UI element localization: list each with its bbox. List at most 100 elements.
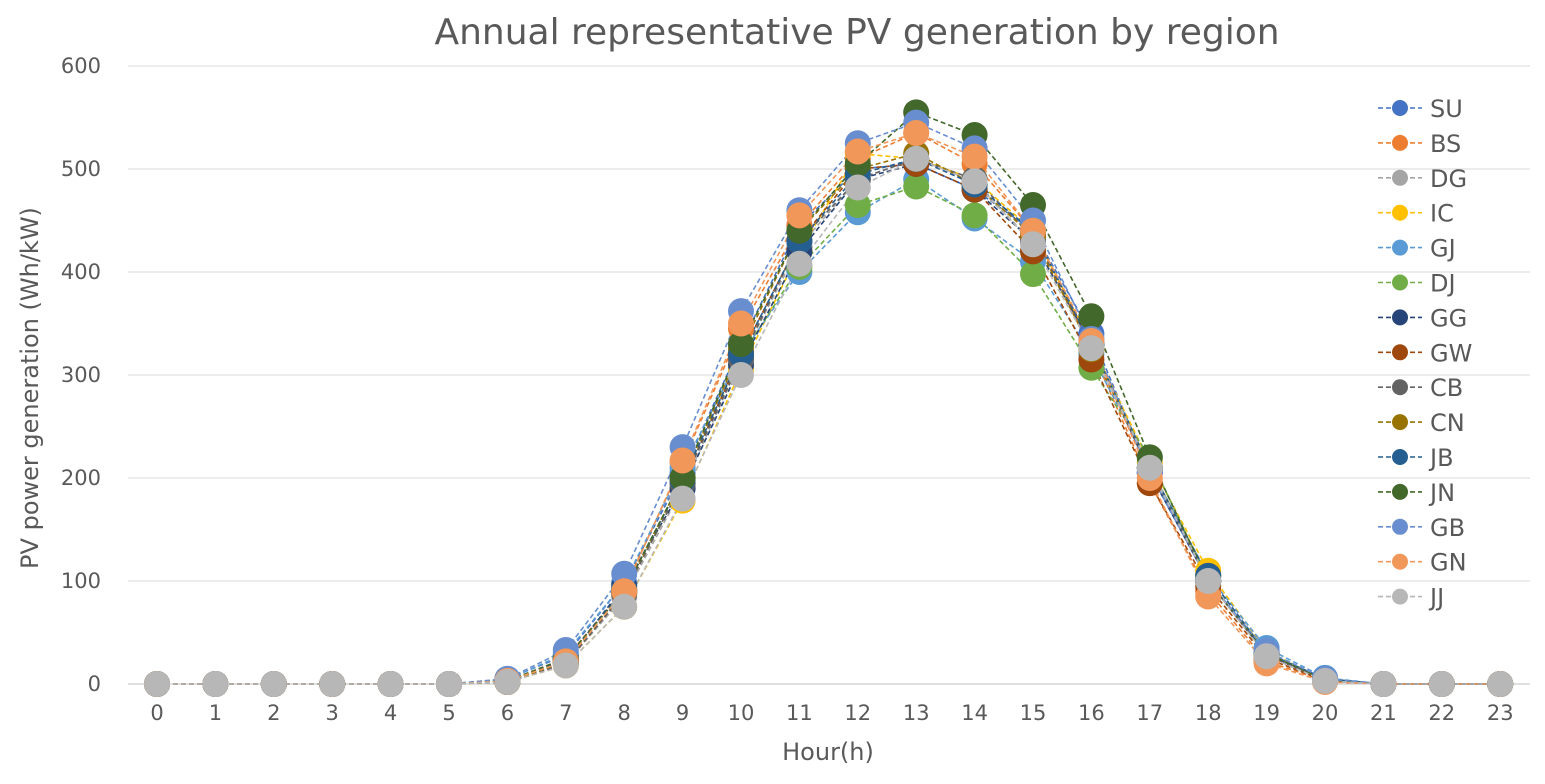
series-line-jj [157, 157, 1501, 685]
data-point [319, 671, 346, 697]
legend-marker [1392, 309, 1408, 326]
data-point [202, 671, 229, 697]
x-tick-label: 11 [786, 701, 813, 725]
legend-marker [1392, 169, 1408, 186]
y-tick-label: 300 [61, 363, 101, 387]
series-markers-cb [144, 145, 1514, 697]
y-tick-label: 0 [88, 672, 101, 696]
legend-label: CN [1430, 409, 1465, 437]
legend-item-gb: GB [1378, 514, 1465, 542]
series-line-cn [157, 152, 1501, 685]
legend-item-bs: BS [1378, 130, 1461, 158]
legend-marker [1392, 100, 1408, 116]
y-tick-label: 100 [61, 569, 101, 593]
data-point [903, 173, 930, 200]
x-tick-label: 7 [559, 701, 572, 725]
data-point [1428, 671, 1455, 697]
data-point [1020, 231, 1046, 258]
series-line-ic [157, 152, 1501, 685]
data-point [552, 652, 579, 679]
data-point [844, 174, 871, 201]
data-point [1020, 261, 1046, 288]
legend-label: GG [1430, 304, 1467, 332]
x-tick-label: 1 [209, 701, 222, 725]
series-line-gj [157, 178, 1501, 685]
legend-label: CB [1430, 374, 1463, 402]
legend-item-cn: CN [1378, 409, 1465, 437]
data-point [1078, 335, 1105, 362]
series-line-cb [157, 157, 1501, 685]
x-tick-label: 6 [501, 701, 514, 725]
x-tick-label: 22 [1428, 701, 1455, 725]
legend-label: JB [1428, 444, 1454, 472]
legend-item-gn: GN [1378, 549, 1467, 577]
data-point [903, 119, 930, 146]
data-point [494, 668, 521, 695]
x-tick-label: 14 [961, 701, 988, 725]
data-point [436, 671, 462, 697]
legend-label: IC [1430, 200, 1454, 228]
data-point [1312, 667, 1338, 694]
x-axis: 0 1 2 3 4 5 6 7 8 9 10 11 12 13 14 15 16 17 18 19 20 21 22 23 [150, 701, 1513, 725]
legend-marker [1392, 379, 1408, 396]
x-tick-label: 19 [1253, 701, 1280, 725]
series-markers-jn [144, 99, 1514, 697]
legend-marker [1392, 553, 1408, 570]
data-point [669, 447, 696, 474]
legend-label: JJ [1428, 584, 1444, 612]
legend-marker [1392, 239, 1408, 256]
legend-item-jj: JJ [1378, 584, 1444, 612]
series-line-gb [157, 121, 1501, 685]
legend-marker [1392, 483, 1408, 500]
data-point [611, 593, 638, 620]
data-point [728, 331, 754, 358]
series-markers-dg [144, 145, 1514, 697]
data-point [144, 671, 170, 697]
legend-label: BS [1430, 130, 1461, 158]
data-point [786, 202, 813, 229]
x-tick-label: 3 [326, 701, 339, 725]
series-line-jb [157, 157, 1501, 685]
legend-marker [1392, 518, 1408, 535]
legend-label: JN [1428, 479, 1455, 507]
data-point [728, 362, 754, 388]
x-tick-label: 8 [618, 701, 631, 725]
legend-label: SU [1430, 95, 1463, 123]
data-point [844, 138, 871, 165]
plot-area [144, 99, 1514, 697]
data-point [1487, 671, 1514, 697]
data-point [786, 250, 813, 277]
x-tick-label: 12 [844, 701, 871, 725]
series-markers-gw [144, 150, 1514, 697]
legend-label: GJ [1430, 235, 1456, 263]
legend-marker [1392, 344, 1408, 361]
y-tick-label: 200 [61, 466, 101, 490]
chart-title: Annual representative PV generation by r… [434, 12, 1279, 53]
series-line-jn [157, 111, 1501, 685]
series-markers-gj [144, 166, 1514, 697]
legend-marker [1392, 204, 1408, 221]
x-tick-label: 5 [442, 701, 455, 725]
x-tick-label: 18 [1195, 701, 1222, 725]
legend-label: DJ [1430, 270, 1456, 298]
y-tick-label: 600 [61, 54, 101, 78]
legend-item-ic: IC [1378, 200, 1454, 228]
x-tick-label: 16 [1078, 701, 1105, 725]
data-point [260, 671, 287, 697]
legend-item-jb: JB [1378, 444, 1454, 472]
legend: SU BS DG IC GJ DJ GG GW CB CN JB JN GB GN JJ [1378, 95, 1472, 612]
x-tick-label: 15 [1020, 701, 1047, 725]
data-point [728, 310, 754, 337]
series-markers-cn [144, 140, 1514, 697]
x-tick-label: 9 [676, 701, 689, 725]
series-line-dj [157, 185, 1501, 685]
data-point [903, 145, 930, 172]
y-axis-title: PV power generation (Wh/kW) [16, 207, 44, 569]
legend-label: GW [1430, 339, 1472, 367]
x-tick-label: 13 [903, 701, 930, 725]
y-axis: 0 100 200 300 400 500 600 [61, 54, 101, 696]
series-markers-jb [144, 145, 1514, 697]
series-markers-ic [144, 140, 1514, 697]
series-line-dg [157, 157, 1501, 685]
